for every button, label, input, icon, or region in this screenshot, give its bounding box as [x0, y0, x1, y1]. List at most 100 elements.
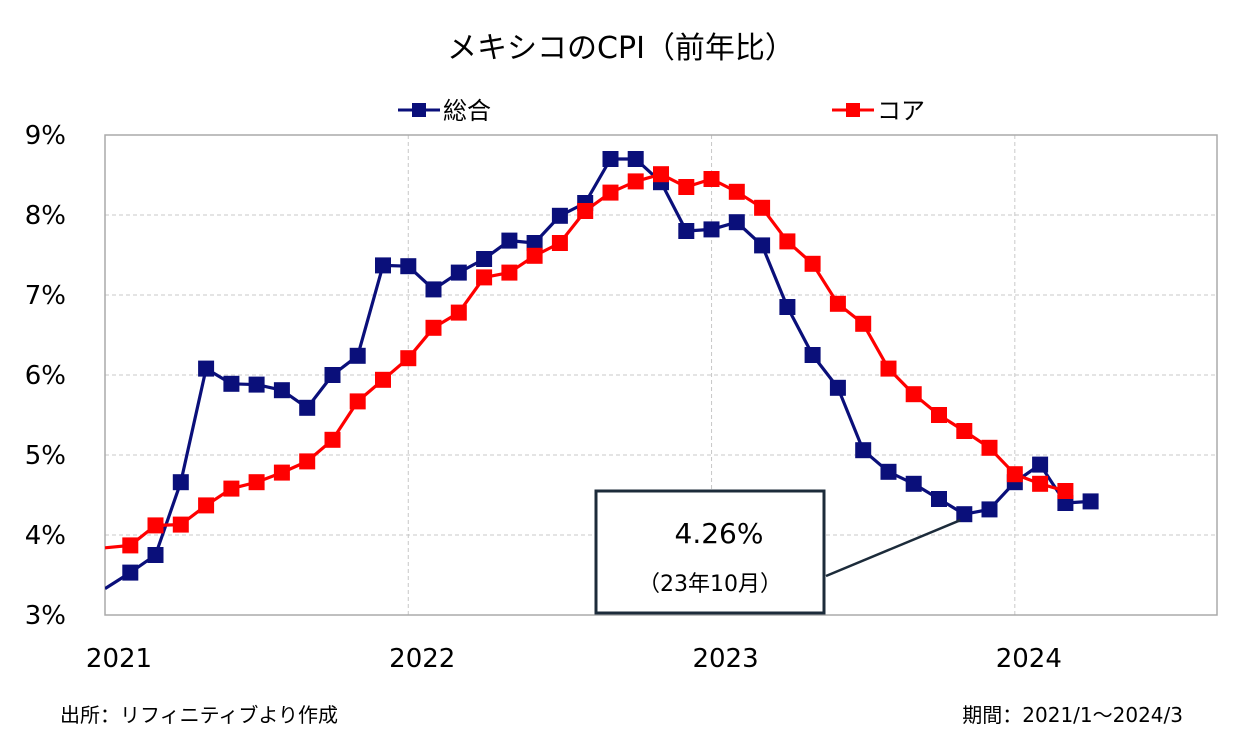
data-point-total — [476, 251, 493, 267]
y-tick-label: 8% — [25, 201, 66, 231]
data-point-total — [273, 382, 290, 399]
data-point-total — [804, 347, 821, 363]
x-tick-label: 2021 — [86, 644, 152, 674]
data-point-total — [248, 376, 265, 393]
data-point-total — [375, 257, 391, 274]
data-point-total — [905, 475, 922, 492]
data-point-total — [956, 506, 973, 523]
data-point-core — [1057, 483, 1074, 499]
y-tick-label: 5% — [25, 441, 66, 471]
annotation-sub: （23年10月） — [638, 572, 782, 597]
data-point-total — [172, 474, 189, 491]
data-point-core — [678, 179, 695, 195]
data-point-core — [273, 464, 290, 481]
y-tick-label: 3% — [25, 601, 66, 631]
series-line-total — [105, 157, 1091, 590]
data-point-total — [931, 491, 947, 507]
data-point-core — [526, 247, 543, 264]
data-point-core — [425, 319, 442, 336]
data-point-total — [981, 501, 998, 518]
data-point-total — [754, 237, 771, 254]
data-point-total — [1082, 493, 1099, 510]
legend-marker-total — [412, 103, 426, 117]
data-point-core — [981, 439, 998, 456]
y-tick-label: 6% — [25, 361, 66, 391]
data-point-total — [602, 151, 619, 167]
period-note: 期間：2021/1～2024/3 — [962, 703, 1183, 727]
data-point-total — [349, 347, 366, 364]
data-point-core — [754, 199, 771, 216]
legend-label-total: 総合 — [443, 97, 491, 125]
data-point-core — [931, 407, 947, 423]
data-point-total — [678, 223, 695, 239]
annotation-value: 4.26% — [675, 517, 764, 550]
data-point-total — [147, 547, 164, 563]
data-point-core — [956, 423, 973, 439]
data-point-core — [501, 264, 518, 281]
data-point-core — [1006, 466, 1023, 483]
data-point-core — [551, 235, 568, 251]
data-point-core — [905, 386, 922, 403]
data-point-total — [829, 379, 846, 396]
data-point-total — [779, 299, 796, 315]
legend-label-core: コア — [877, 97, 925, 125]
legend: 総合 コア — [398, 97, 925, 125]
data-point-core — [779, 233, 796, 250]
data-point-total — [450, 264, 467, 281]
data-point-core — [880, 360, 897, 377]
data-point-core — [627, 173, 644, 190]
y-tick-label: 9% — [25, 121, 66, 151]
data-point-core — [349, 393, 366, 410]
data-point-core — [703, 171, 720, 187]
chart-title: メキシコのCPI（前年比） — [447, 31, 795, 66]
data-point-core — [829, 295, 846, 312]
plot-border — [104, 134, 1218, 616]
x-axis: 2021 2022 2023 2024 — [86, 644, 1062, 674]
data-point-total — [122, 564, 139, 581]
y-axis: 3% 4% 5% 6% 7% 8% 9% — [25, 121, 66, 631]
data-point-core — [653, 166, 669, 183]
data-point-core — [400, 350, 417, 367]
data-point-total — [627, 151, 644, 167]
series-points — [122, 151, 1099, 581]
data-point-core — [147, 517, 164, 534]
data-point-core — [375, 371, 391, 388]
data-point-total — [299, 399, 316, 416]
data-point-core — [172, 516, 189, 533]
data-point-total — [425, 281, 442, 298]
x-tick-label: 2023 — [692, 644, 758, 674]
data-point-total — [198, 360, 215, 377]
data-point-total — [855, 442, 872, 459]
legend-marker-core — [846, 103, 860, 117]
data-point-total — [526, 235, 543, 251]
data-point-total — [880, 463, 897, 480]
data-point-total — [501, 232, 518, 249]
data-point-core — [728, 183, 745, 200]
x-tick-label: 2022 — [389, 644, 455, 674]
data-point-core — [577, 203, 594, 219]
data-point-core — [248, 474, 265, 491]
data-point-core — [198, 497, 215, 514]
data-point-core — [122, 537, 139, 554]
annotation: 4.26% （23年10月） — [594, 489, 961, 615]
data-point-total — [324, 367, 341, 383]
data-point-core — [855, 315, 872, 332]
data-point-core — [450, 304, 467, 321]
data-point-core — [1032, 475, 1049, 492]
data-point-total — [703, 221, 720, 238]
data-point-total — [1032, 456, 1049, 473]
data-point-core — [804, 255, 821, 272]
data-point-core — [324, 431, 341, 448]
data-point-total — [400, 258, 417, 275]
y-tick-label: 4% — [25, 521, 66, 551]
data-point-core — [476, 269, 493, 286]
x-tick-label: 2024 — [996, 644, 1062, 674]
data-point-core — [223, 480, 240, 497]
source-note: 出所：リフィニティブより作成 — [60, 703, 338, 727]
data-point-total — [551, 207, 568, 224]
data-point-total — [728, 214, 745, 231]
annotation-leader-line — [825, 519, 961, 578]
data-point-core — [299, 453, 316, 470]
y-tick-label: 7% — [25, 281, 66, 311]
